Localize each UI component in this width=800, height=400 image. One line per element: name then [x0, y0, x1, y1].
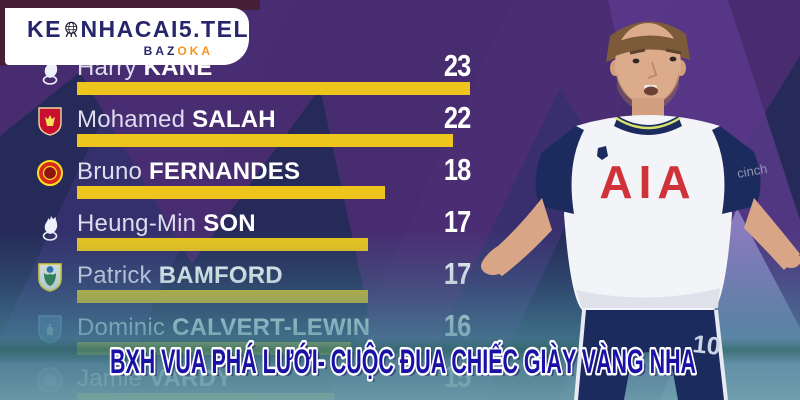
sleeve-sponsor-text: cinch	[736, 161, 769, 181]
tagline-accent-text: OKA	[177, 43, 213, 58]
goals-bar	[77, 186, 385, 199]
goals-count: 18	[443, 152, 470, 187]
logo-prefix-text: KE	[27, 15, 62, 42]
player-jersey	[564, 115, 732, 310]
globe-mascot-icon	[65, 21, 78, 37]
man-utd-crest-icon	[36, 157, 64, 189]
player-name: Patrick BAMFORD	[77, 262, 283, 289]
player-name: Heung-Min SON	[77, 210, 256, 237]
leeds-crest-icon	[36, 261, 64, 293]
left-maroon-strip	[0, 0, 5, 66]
goals-count: 17	[443, 256, 470, 291]
brand-tagline: BAZOKA	[27, 44, 249, 58]
goals-bar	[77, 134, 453, 147]
goals-count: 22	[443, 100, 470, 135]
top-maroon-strip	[0, 0, 260, 10]
goals-count: 23	[443, 48, 470, 83]
goals-bar	[77, 393, 334, 400]
scorer-row: Heung-Min SON 17	[0, 204, 480, 262]
player-name: Mohamed SALAH	[77, 106, 276, 133]
brand-logo: KE NHACAI5.TEL	[27, 16, 249, 43]
goals-bar	[77, 82, 470, 95]
scorer-row: Bruno FERNANDES 18	[0, 152, 480, 210]
player-name: Bruno FERNANDES	[77, 158, 301, 185]
tagline-dark-text: BAZ	[143, 43, 178, 58]
jersey-sponsor-text: AIA	[599, 156, 696, 208]
logo-suffix-text: NHACAI5.TEL	[80, 15, 249, 42]
scorer-row: Mohamed SALAH 22	[0, 100, 480, 158]
goals-bar	[77, 238, 368, 251]
bottom-banner: BXH VUA PHÁ LƯỚI- CUỘC ĐUA CHIẾC GIÀY VÀ…	[108, 340, 700, 385]
goals-count: 17	[443, 204, 470, 239]
goals-bar	[77, 290, 368, 303]
tottenham-crest-icon	[36, 209, 64, 241]
brand-logo-panel: KE NHACAI5.TEL BAZOKA	[5, 8, 249, 65]
tottenham-chest-crest-icon	[597, 146, 608, 160]
scorer-row: Patrick BAMFORD 17	[0, 256, 480, 314]
liverpool-crest-icon	[36, 105, 64, 137]
jersey-collar	[614, 116, 682, 135]
banner-title-text: BXH VUA PHÁ LƯỚI- CUỘC ĐUA CHIẾC GIÀY VÀ…	[110, 342, 696, 381]
